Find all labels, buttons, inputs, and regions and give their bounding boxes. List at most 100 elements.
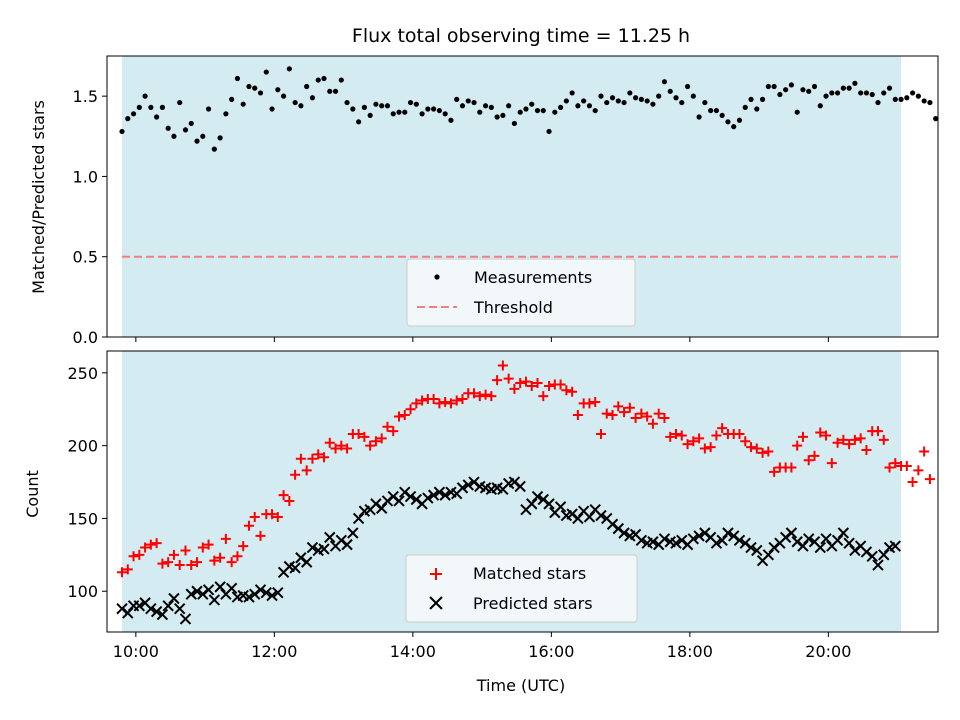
measurement-point [604, 99, 610, 106]
matched-point [613, 401, 624, 412]
measurement-point [373, 101, 379, 107]
count-plot-frame [106, 350, 939, 633]
predicted-point [820, 533, 832, 545]
predicted-point [341, 538, 353, 551]
predicted-point [145, 602, 157, 615]
measurement-point [188, 120, 194, 127]
measurement-point [840, 85, 846, 91]
ratio-legend: Measurements Threshold [406, 258, 636, 327]
matched-point [128, 551, 139, 562]
predicted-point [745, 541, 757, 554]
predicted-point [422, 492, 434, 504]
measurement-point [263, 69, 269, 75]
matched-point [919, 446, 930, 457]
ratio-y-tick-label: 1.5 [73, 87, 98, 106]
matched-point [636, 408, 647, 419]
predicted-point [814, 541, 826, 554]
measurement-point [534, 107, 541, 114]
matched-point [682, 439, 693, 450]
matched-point [595, 428, 606, 439]
predicted-point [289, 562, 301, 574]
matched-point [538, 391, 549, 402]
measurement-point [846, 85, 852, 91]
ratio-y-tick-label: 1.0 [73, 167, 98, 186]
predicted-point [716, 534, 728, 546]
measurement-point [269, 106, 275, 112]
predicted-point [572, 512, 584, 525]
measurement-point [898, 96, 904, 102]
predicted-point [225, 582, 238, 595]
measurement-point [506, 103, 512, 109]
matched-point [232, 551, 243, 562]
measurement-point [275, 87, 281, 93]
measurement-point [240, 101, 246, 107]
predicted-point [208, 594, 221, 606]
predicted-point [266, 589, 278, 602]
count-y-tick-label: 100 [67, 582, 98, 601]
matched-point [394, 411, 405, 422]
matched-point [878, 434, 889, 445]
matched-point [486, 391, 497, 402]
predicted-point [543, 498, 555, 510]
predicted-point [133, 600, 146, 612]
predicted-point [456, 482, 469, 494]
matched-point [330, 443, 341, 454]
matched-point [370, 436, 381, 447]
predicted-point [306, 541, 319, 554]
measurement-point [511, 120, 518, 127]
matched-point [717, 423, 728, 434]
matched-point [255, 530, 266, 541]
measurement-point [615, 98, 621, 104]
measurement-point [581, 98, 587, 104]
predicted-point [866, 550, 878, 562]
matched-point [278, 490, 289, 501]
x-tick-label: 14:00 [390, 642, 436, 661]
matched-point [290, 469, 301, 480]
predicted-point [393, 495, 405, 507]
measurement-point [205, 106, 212, 112]
measurement-point [725, 119, 731, 125]
matched-point [428, 394, 439, 405]
measurement-point [286, 66, 292, 72]
matched-point [855, 433, 866, 444]
matched-point [705, 442, 716, 453]
measurement-point [892, 96, 898, 102]
predicted-point [785, 527, 798, 539]
measurement-point [852, 80, 858, 86]
measurement-point [177, 99, 183, 106]
predicted-point [156, 608, 169, 621]
matched-point [203, 539, 214, 550]
matched-point [630, 412, 641, 423]
measurement-point [713, 107, 720, 114]
measurement-point [234, 75, 241, 82]
predicted-point [693, 530, 705, 542]
measurement-point [119, 128, 125, 135]
matched-point [168, 549, 179, 560]
predicted-point [214, 581, 226, 593]
predicted-point [375, 502, 388, 514]
matched-point [157, 558, 168, 569]
matched-point [480, 389, 491, 400]
matched-point [619, 407, 630, 418]
measurement-point [627, 90, 633, 96]
measurement-point [494, 114, 500, 120]
matched-point [301, 465, 312, 476]
matched-point [238, 541, 249, 552]
measurement-point [523, 106, 529, 112]
matched-point [336, 440, 347, 451]
matched-point [509, 383, 520, 394]
measurement-point [182, 127, 189, 133]
measurement-point [673, 95, 679, 101]
matched-point [838, 434, 849, 445]
measurement-point [748, 96, 754, 102]
measurement-point [454, 96, 460, 102]
measurement-point [379, 103, 385, 109]
predicted-point [687, 533, 700, 545]
matched-point [440, 396, 451, 407]
measurement-point [229, 96, 235, 102]
measurement-point [165, 125, 171, 131]
matched-point [272, 511, 283, 522]
matched-point [624, 402, 635, 413]
measurement-point [575, 103, 581, 109]
predicted-point [122, 607, 134, 619]
